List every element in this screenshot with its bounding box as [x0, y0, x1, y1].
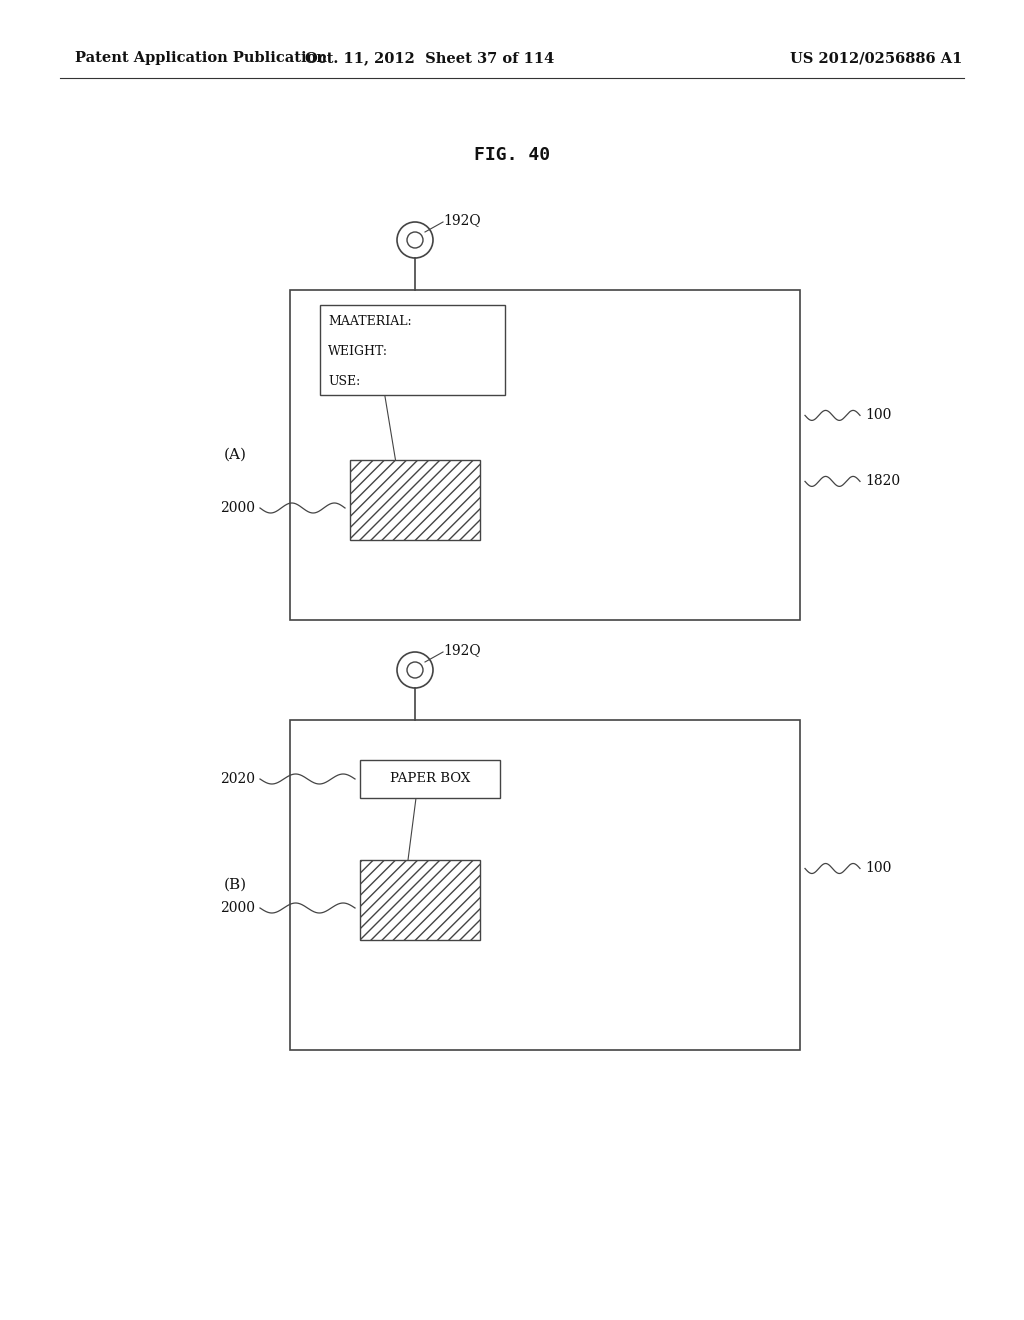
- Text: 2000: 2000: [220, 902, 255, 915]
- Text: 192Q: 192Q: [443, 643, 480, 657]
- Bar: [350, 459, 480, 540]
- Bar: [290, 290, 800, 620]
- Bar: [319, 305, 505, 395]
- Text: 100: 100: [865, 862, 891, 875]
- Text: (B): (B): [223, 878, 247, 892]
- Bar: [360, 861, 480, 940]
- Text: (A): (A): [223, 447, 247, 462]
- Text: Patent Application Publication: Patent Application Publication: [75, 51, 327, 65]
- Text: 1820: 1820: [865, 474, 900, 488]
- Bar: [290, 719, 800, 1049]
- Text: PAPER BOX: PAPER BOX: [390, 772, 470, 785]
- Text: WEIGHT:: WEIGHT:: [328, 345, 388, 358]
- Bar: [360, 760, 500, 799]
- Text: 2020: 2020: [220, 772, 255, 785]
- Text: 2000: 2000: [220, 502, 255, 515]
- Text: USE:: USE:: [328, 375, 360, 388]
- Text: MAATERIAL:: MAATERIAL:: [328, 315, 412, 327]
- Text: FIG. 40: FIG. 40: [474, 147, 550, 164]
- Text: US 2012/0256886 A1: US 2012/0256886 A1: [790, 51, 963, 65]
- Text: Oct. 11, 2012  Sheet 37 of 114: Oct. 11, 2012 Sheet 37 of 114: [305, 51, 555, 65]
- Text: 100: 100: [865, 408, 891, 422]
- Text: 192Q: 192Q: [443, 213, 480, 227]
